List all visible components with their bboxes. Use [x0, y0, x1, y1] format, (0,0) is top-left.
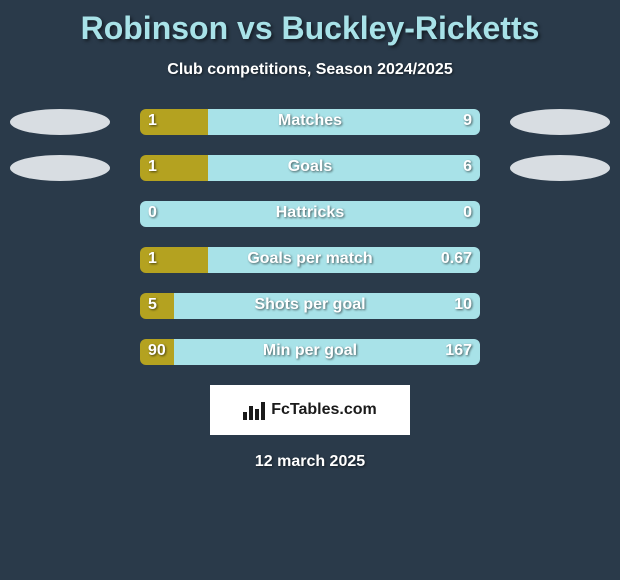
bar-right-segment: [208, 247, 480, 273]
player-left-marker: [10, 155, 110, 181]
bar-right-segment: [140, 201, 480, 227]
stat-row: 19Matches: [0, 109, 620, 135]
stat-row: 00Hattricks: [0, 201, 620, 227]
stat-bar: 510Shots per goal: [140, 293, 480, 319]
bar-right-segment: [174, 293, 480, 319]
bar-right-segment: [174, 339, 480, 365]
bar-right-segment: [208, 155, 480, 181]
stat-bar: 19Matches: [140, 109, 480, 135]
player-left-marker: [10, 109, 110, 135]
comparison-chart: 19Matches16Goals00Hattricks10.67Goals pe…: [0, 109, 620, 365]
bar-left-segment: [140, 293, 174, 319]
stat-row: 90167Min per goal: [0, 339, 620, 365]
brand-logo-icon: [243, 400, 265, 420]
value-left: 0: [148, 204, 157, 222]
value-right: 0.67: [441, 250, 472, 268]
stat-row: 10.67Goals per match: [0, 247, 620, 273]
player-right-marker: [510, 155, 610, 181]
stat-bar: 10.67Goals per match: [140, 247, 480, 273]
footer-date: 12 march 2025: [0, 453, 620, 471]
value-right: 9: [463, 112, 472, 130]
value-left: 1: [148, 158, 157, 176]
value-left: 90: [148, 342, 166, 360]
stat-row: 510Shots per goal: [0, 293, 620, 319]
value-right: 6: [463, 158, 472, 176]
bar-right-segment: [208, 109, 480, 135]
value-left: 5: [148, 296, 157, 314]
value-left: 1: [148, 112, 157, 130]
value-right: 0: [463, 204, 472, 222]
value-right: 10: [454, 296, 472, 314]
footer-brand-badge: FcTables.com: [210, 385, 410, 435]
player-right-marker: [510, 109, 610, 135]
stat-row: 16Goals: [0, 155, 620, 181]
stat-bar: 90167Min per goal: [140, 339, 480, 365]
value-right: 167: [445, 342, 472, 360]
page-subtitle: Club competitions, Season 2024/2025: [0, 61, 620, 79]
stat-bar: 00Hattricks: [140, 201, 480, 227]
stat-bar: 16Goals: [140, 155, 480, 181]
footer-brand-text: FcTables.com: [271, 401, 377, 419]
value-left: 1: [148, 250, 157, 268]
page-title: Robinson vs Buckley-Ricketts: [0, 0, 620, 47]
